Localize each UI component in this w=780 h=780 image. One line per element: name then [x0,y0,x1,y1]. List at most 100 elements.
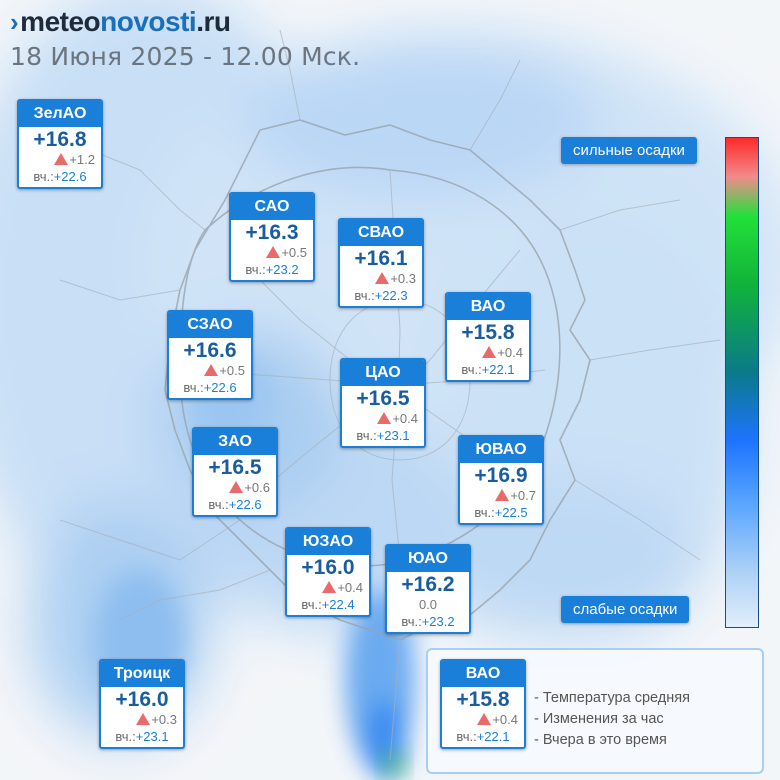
change-value: +0.4 [337,580,363,595]
district-card-yuvao[interactable]: ЮВАО +16.9 +0.7 вч.:+22.5 [458,435,544,525]
district-card-zelao[interactable]: ЗелАО +16.8 +1.2 вч.:+22.6 [17,99,103,189]
district-change: +0.4 [447,345,529,361]
district-temp: +16.9 [474,464,528,487]
rise-arrow-icon [229,481,244,493]
sample-change: +0.4 [442,712,524,728]
rise-arrow-icon [322,581,337,593]
district-yesterday: вч.:+23.1 [342,427,424,446]
legend-weak-precip: слабые осадки [561,596,690,623]
yesterday-value: +22.3 [374,288,408,303]
rise-arrow-icon [482,346,497,358]
change-value: +0.3 [151,712,177,727]
sample-yesterday: вч.:+22.1 [442,728,524,747]
district-card-yuao[interactable]: ЮАО +16.2 0.0 вч.:+23.2 [385,544,471,634]
yesterday-label: вч.: [474,505,495,520]
district-temp: +16.1 [354,247,408,270]
district-name: Троицк [101,661,183,687]
district-temp: +16.0 [301,556,355,579]
district-name: ЦАО [342,360,424,386]
yesterday-value: +22.1 [481,362,515,377]
district-name: ЗАО [194,429,276,455]
forecast-date: 18 Июня 2025 - 12.00 Мск. [10,42,361,71]
district-yesterday: вч.:+22.6 [19,168,101,187]
header: › meteo novosti .ru 18 Июня 2025 - 12.00… [10,6,360,71]
district-change: +0.6 [194,480,276,496]
legend-strong-precip: сильные осадки [561,137,697,164]
yesterday-value: +22.1 [476,729,510,744]
key-desc-change: - Изменения за час [534,711,664,727]
district-name: ЮАО [387,546,469,572]
district-temp: +16.0 [115,688,169,711]
yesterday-label: вч.: [401,614,422,629]
rise-arrow-icon [477,713,492,725]
district-temp: +16.3 [245,221,299,244]
key-desc-yesterday: - Вчера в это время [534,732,667,748]
district-yesterday: вч.:+23.1 [101,728,183,747]
district-name: САО [231,194,313,220]
district-temp: +16.5 [356,387,410,410]
yesterday-value: +23.1 [135,729,169,744]
district-temp: +16.6 [183,339,237,362]
district-change: +0.3 [101,712,183,728]
district-yesterday: вч.:+22.6 [194,496,276,515]
change-value: +0.6 [244,480,270,495]
change-value: +0.4 [392,411,418,426]
legend-sample-card: ВАО +15.8 +0.4 вч.:+22.1 [440,659,526,749]
district-change: +0.3 [340,271,422,287]
yesterday-value: +22.5 [494,505,528,520]
change-value: 0.0 [418,597,438,612]
district-card-zao[interactable]: ЗАО +16.5 +0.6 вч.:+22.6 [192,427,278,517]
district-change: +0.7 [460,488,542,504]
change-value: +0.4 [492,712,518,727]
yesterday-label: вч.: [301,597,322,612]
district-temp: +15.8 [461,321,515,344]
change-value: +0.5 [219,363,245,378]
sample-name: ВАО [442,661,524,687]
yesterday-label: вч.: [456,729,477,744]
district-card-sao[interactable]: САО +16.3 +0.5 вч.:+23.2 [229,192,315,282]
logo[interactable]: › meteo novosti .ru [10,6,360,38]
key-desc-temperature: - Температура средняя [534,690,690,706]
district-card-szao[interactable]: СЗАО +16.6 +0.5 вч.:+22.6 [167,310,253,400]
district-temp: +16.5 [208,456,262,479]
district-name: ЗелАО [19,101,101,127]
district-name: ЮЗАО [287,529,369,555]
rise-arrow-icon [136,713,151,725]
yesterday-value: +22.6 [203,380,237,395]
rise-arrow-icon [54,153,69,165]
logo-mark-icon: › [10,6,19,37]
rise-arrow-icon [377,412,392,424]
yesterday-value: +22.6 [228,497,262,512]
district-yesterday: вч.:+22.1 [447,361,529,380]
district-card-vao[interactable]: ВАО +15.8 +0.4 вч.:+22.1 [445,292,531,382]
rise-arrow-icon [204,364,219,376]
district-card-svao[interactable]: СВАО +16.1 +0.3 вч.:+22.3 [338,218,424,308]
rise-arrow-icon [375,272,390,284]
rise-arrow-icon [495,489,510,501]
yesterday-value: +23.2 [265,262,299,277]
district-change: +0.4 [287,580,369,596]
change-value: +0.7 [510,488,536,503]
change-value: +0.3 [390,271,416,286]
change-value: +0.4 [497,345,523,360]
district-yesterday: вч.:+23.2 [231,261,313,280]
district-card-cao[interactable]: ЦАО +16.5 +0.4 вч.:+23.1 [340,358,426,448]
rise-arrow-icon [266,246,281,258]
district-name: ВАО [447,294,529,320]
district-name: СЗАО [169,312,251,338]
yesterday-label: вч.: [461,362,482,377]
district-yesterday: вч.:+22.3 [340,287,422,306]
yesterday-value: +23.2 [421,614,455,629]
district-card-yuzao[interactable]: ЮЗАО +16.0 +0.4 вч.:+22.4 [285,527,371,617]
yesterday-label: вч.: [183,380,204,395]
district-card-troick[interactable]: Троицк +16.0 +0.3 вч.:+23.1 [99,659,185,749]
district-change: +0.5 [231,245,313,261]
district-yesterday: вч.:+22.5 [460,504,542,523]
district-name: СВАО [340,220,422,246]
precip-color-scale [725,137,759,628]
yesterday-value: +22.4 [321,597,355,612]
yesterday-label: вч.: [208,497,229,512]
yesterday-label: вч.: [354,288,375,303]
district-change: +0.5 [169,363,251,379]
change-value: +0.5 [281,245,307,260]
